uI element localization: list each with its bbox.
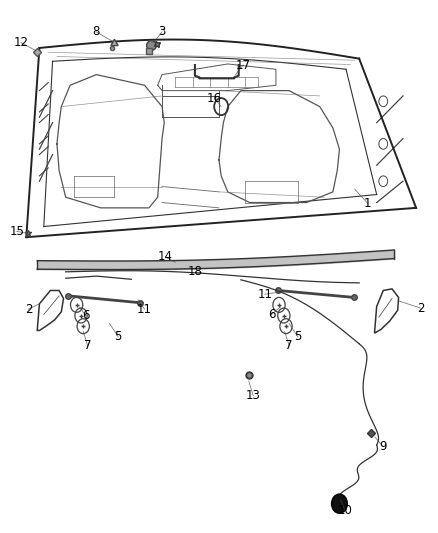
Text: 13: 13 <box>246 389 261 402</box>
Text: 2: 2 <box>25 303 32 316</box>
Text: 16: 16 <box>207 92 222 105</box>
Text: 9: 9 <box>379 440 387 453</box>
Text: 1: 1 <box>364 197 372 210</box>
Text: 5: 5 <box>294 330 301 343</box>
Text: 14: 14 <box>158 251 173 263</box>
Text: 7: 7 <box>285 339 293 352</box>
Text: 15: 15 <box>9 225 24 238</box>
Text: 12: 12 <box>14 36 28 49</box>
Text: 6: 6 <box>268 308 276 321</box>
Text: 6: 6 <box>81 309 89 322</box>
Text: 11: 11 <box>258 288 272 301</box>
Text: 2: 2 <box>417 302 424 314</box>
Circle shape <box>332 494 347 513</box>
Text: 5: 5 <box>115 330 122 343</box>
Text: 11: 11 <box>137 303 152 316</box>
Text: 18: 18 <box>187 265 202 278</box>
Text: 10: 10 <box>338 504 353 517</box>
Text: 8: 8 <box>93 26 100 38</box>
Text: 3: 3 <box>159 26 166 38</box>
Text: 17: 17 <box>236 59 251 71</box>
Text: 7: 7 <box>84 339 92 352</box>
